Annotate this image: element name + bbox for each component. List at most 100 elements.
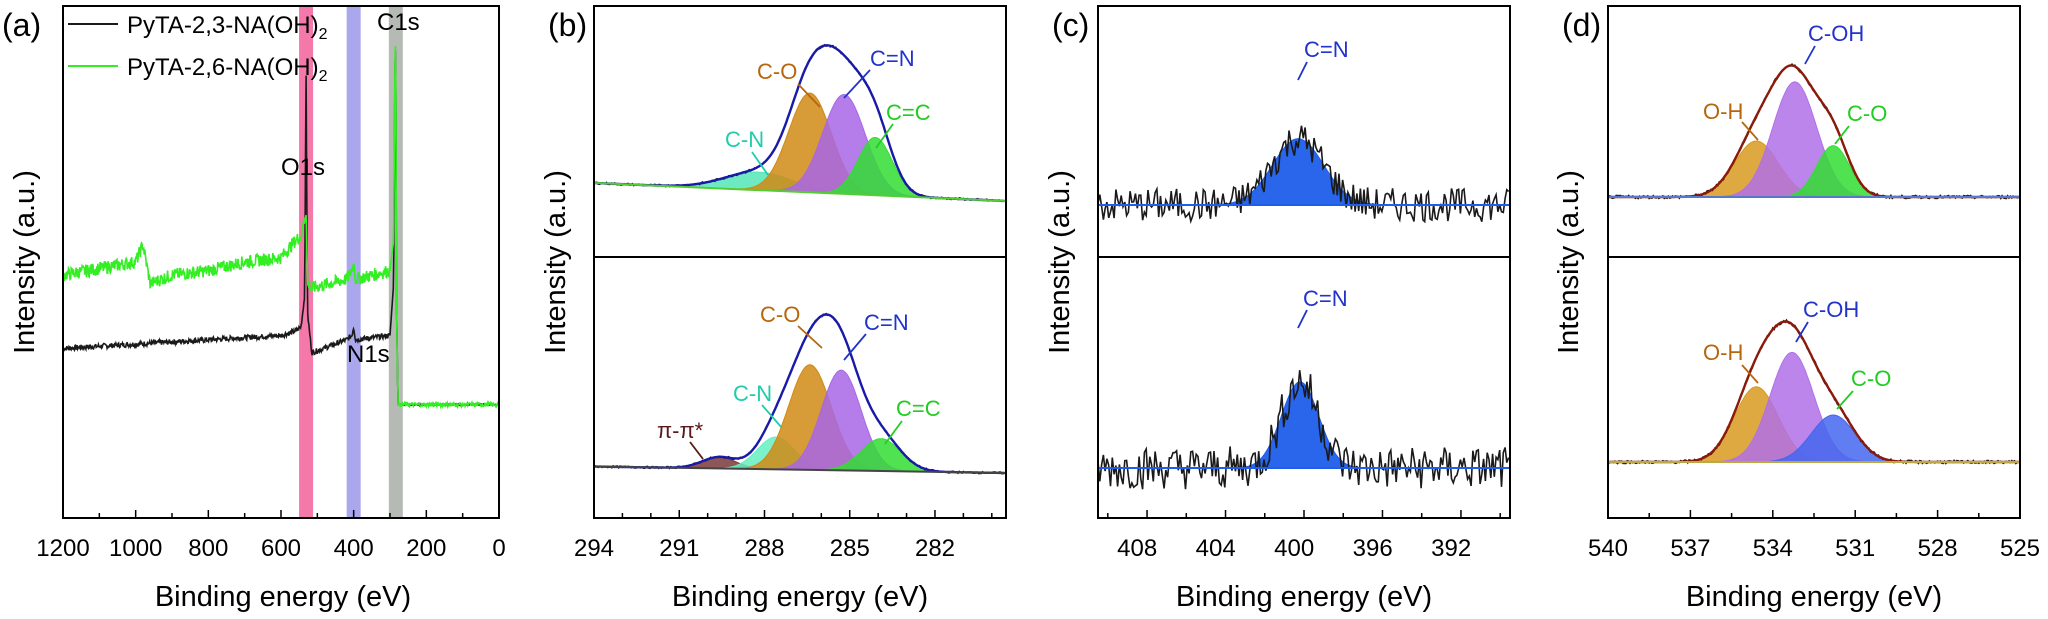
subplot-bottom [593, 312, 1007, 475]
peak-label-c-oh: C-OH [1808, 21, 1864, 46]
x-tick-label: 291 [659, 535, 699, 562]
legend-entry: PyTA-2,3-NA(OH)2 [127, 12, 328, 43]
x-tick-label: 200 [406, 535, 446, 562]
arrow [1297, 61, 1308, 81]
x-tick-label: 1200 [36, 535, 89, 562]
x-axis-label: Binding energy (eV) [1176, 581, 1432, 613]
y-axis-label: Intensity (a.u.) [1553, 170, 1585, 354]
x-tick-label: 294 [574, 535, 614, 562]
x-tick-label: 400 [1274, 535, 1314, 562]
x-tick-label: 282 [915, 535, 955, 562]
o1s-band [299, 6, 314, 518]
x-tick-label: 396 [1353, 535, 1393, 562]
panel-label: (d) [1562, 7, 1601, 43]
arrow [1795, 321, 1809, 343]
raw-data-line [1097, 370, 1510, 490]
x-axis-label: Binding energy (eV) [1686, 581, 1942, 613]
legend-subscript: 2 [319, 26, 328, 43]
peak-label-c-eq-n: C=N [870, 46, 915, 71]
subplot-top [593, 43, 1007, 203]
peak-label-c-n: C-N [733, 381, 772, 406]
arrow [1741, 121, 1759, 141]
x-tick-label: 800 [188, 535, 228, 562]
x-tick-label: 537 [1670, 535, 1710, 562]
subplot-top [1097, 125, 1510, 225]
y-axis-label: Intensity (a.u.) [1044, 170, 1076, 354]
peak-label-o-h: O-H [1703, 340, 1743, 365]
y-axis-label: Intensity (a.u.) [540, 170, 572, 354]
x-tick-marks [1107, 510, 1501, 518]
arrow [797, 83, 821, 108]
peak-label-c-eq-c: C=C [886, 100, 931, 125]
subplot-top [1607, 62, 2021, 200]
series-line-pyta-26 [62, 45, 500, 410]
arrow [843, 69, 871, 99]
arrow [751, 151, 769, 176]
arrow [797, 325, 823, 349]
arrow [1836, 390, 1854, 410]
subplot-bottom [1097, 370, 1510, 490]
arrow [1804, 45, 1816, 65]
arrow [689, 441, 704, 460]
x-tick-label: 288 [744, 535, 784, 562]
o1s-label: O1s [281, 154, 325, 181]
panel-b: 294 291 288 285 282 Binding energy (eV) … [540, 5, 1007, 613]
arrow [884, 420, 903, 445]
x-axis-label: Binding energy (eV) [155, 581, 411, 613]
peak-label-c-o: C-O [1847, 101, 1887, 126]
legend-subscript: 2 [319, 68, 328, 85]
panel-a: 1200 1000 800 600 400 200 0 Binding ener… [2, 5, 506, 613]
x-tick-marks [1607, 510, 2021, 518]
peak-label-pi-pi: π-π* [657, 418, 704, 443]
n1s-label: N1s [347, 341, 390, 368]
peak-fill-c-o [594, 364, 1006, 474]
arrow [843, 333, 867, 361]
arrow [1741, 364, 1759, 384]
x-tick-label: 540 [1588, 535, 1628, 562]
x-tick-label: 400 [334, 535, 374, 562]
subplot-bottom [1607, 318, 2021, 465]
x-tick-label: 408 [1117, 535, 1157, 562]
c1s-label: C1s [377, 9, 420, 36]
y-axis-label: Intensity (a.u.) [9, 170, 41, 354]
x-tick-label: 285 [830, 535, 870, 562]
plot-frame [593, 5, 1007, 519]
peak-fill-c-n [1098, 138, 1510, 206]
x-tick-marks [593, 510, 993, 518]
panel-c: 408 404 400 396 392 Binding energy (eV) … [1044, 5, 1511, 613]
peak-label-o-h: O-H [1703, 99, 1743, 124]
fit-baseline [593, 465, 1007, 474]
x-tick-label: 525 [2000, 535, 2040, 562]
fit-baseline [593, 181, 1007, 202]
x-tick-label: 531 [1835, 535, 1875, 562]
peak-label-c-n: C-N [725, 127, 764, 152]
series-line-pyta-23 [62, 50, 500, 408]
peak-label-c-oh: C-OH [1803, 297, 1859, 322]
x-tick-label: 600 [261, 535, 301, 562]
peak-label-c-o: C-O [757, 59, 797, 84]
panel-label: (c) [1052, 7, 1089, 43]
x-tick-label: 1000 [109, 535, 162, 562]
x-tick-label: 392 [1431, 535, 1471, 562]
x-tick-label: 534 [1753, 535, 1793, 562]
panel-label: (b) [548, 7, 587, 43]
peak-label-c-o: C-O [1851, 366, 1891, 391]
x-tick-marks [62, 510, 500, 518]
arrow [761, 404, 783, 429]
x-tick-label: 528 [1918, 535, 1958, 562]
peak-label-c-eq-c: C=C [896, 396, 941, 421]
panel-label: (a) [2, 7, 41, 43]
peak-label-c-eq-n: C=N [1303, 286, 1348, 311]
x-tick-label: 0 [492, 535, 505, 562]
n1s-band [346, 6, 361, 518]
x-axis-label: Binding energy (eV) [672, 581, 928, 613]
peak-label-c-eq-n: C=N [1304, 37, 1349, 62]
arrow [1297, 309, 1308, 329]
arrow [875, 123, 894, 149]
peak-label-c-eq-n: C=N [864, 310, 909, 335]
x-tick-label: 404 [1196, 535, 1236, 562]
panel-d: 540 537 534 531 528 525 Binding energy (… [1553, 5, 2040, 613]
arrow [1834, 125, 1850, 145]
raw-data-line [1097, 125, 1510, 225]
